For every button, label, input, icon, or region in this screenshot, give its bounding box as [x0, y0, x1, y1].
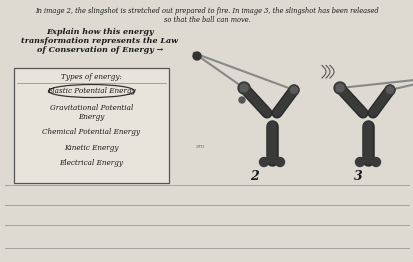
Text: In image 2, the slingshot is stretched out prepared to fire. In image 3, the sli: In image 2, the slingshot is stretched o…: [35, 7, 378, 15]
Circle shape: [355, 157, 363, 166]
Circle shape: [333, 82, 345, 94]
Circle shape: [370, 157, 380, 166]
Text: Electrical Energy: Electrical Energy: [59, 159, 123, 167]
Circle shape: [192, 52, 201, 60]
Circle shape: [259, 157, 268, 166]
Text: of Conservation of Energy →: of Conservation of Energy →: [37, 46, 163, 54]
Circle shape: [238, 97, 244, 103]
Circle shape: [335, 84, 343, 92]
Circle shape: [384, 85, 394, 95]
Circle shape: [275, 157, 284, 166]
Text: Explain how this energy: Explain how this energy: [46, 28, 154, 36]
Text: 2: 2: [249, 170, 258, 183]
Text: transformation represents the Law: transformation represents the Law: [21, 37, 178, 45]
Circle shape: [240, 84, 247, 92]
Text: Energy: Energy: [78, 113, 104, 121]
Circle shape: [386, 86, 392, 94]
Circle shape: [290, 86, 297, 94]
Circle shape: [288, 85, 298, 95]
Text: Types of energy:: Types of energy:: [61, 73, 122, 81]
Text: Kinetic Energy: Kinetic Energy: [64, 144, 119, 152]
Circle shape: [237, 82, 249, 94]
FancyBboxPatch shape: [14, 68, 169, 183]
Text: Gravitational Potential: Gravitational Potential: [50, 104, 133, 112]
Text: Elastic Potential Energy: Elastic Potential Energy: [47, 87, 135, 95]
Text: 3: 3: [353, 170, 362, 183]
Text: so that the ball can move.: so that the ball can move.: [163, 16, 250, 24]
Text: sm: sm: [195, 144, 204, 149]
Text: Chemical Potential Energy: Chemical Potential Energy: [43, 128, 140, 136]
